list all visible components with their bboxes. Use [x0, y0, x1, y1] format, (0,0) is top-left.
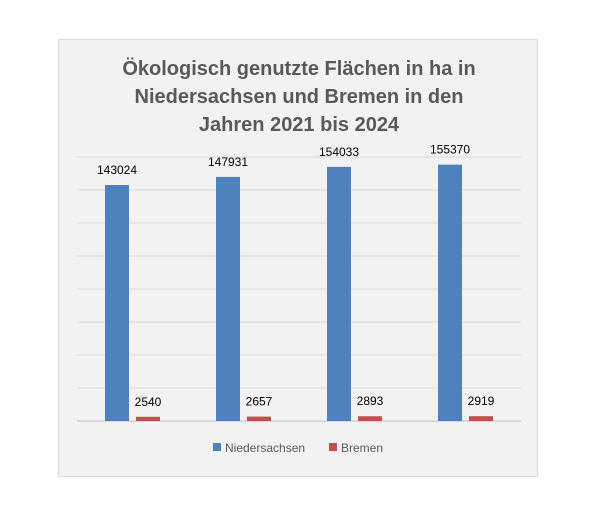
chart-title-line-2: Niedersachsen und Bremen in den	[135, 86, 464, 108]
data-label-niedersachsen-2: 154033	[319, 145, 359, 159]
bar-bremen-0	[136, 416, 160, 421]
bar-niedersachsen-1	[216, 176, 240, 421]
data-label-bremen-2: 2893	[357, 394, 384, 408]
chart-title-line-1: Ökologisch genutzte Flächen in ha in	[122, 57, 475, 80]
data-label-bremen-1: 2657	[246, 395, 273, 409]
bar-niedersachsen-0	[105, 185, 129, 421]
bar-bremen-2	[358, 416, 382, 421]
data-label-bremen-3: 2919	[468, 394, 495, 408]
bar-niedersachsen-3	[438, 164, 462, 421]
legend-label-niedersachsen: Niedersachsen	[225, 441, 305, 455]
data-label-bremen-0: 2540	[135, 395, 162, 409]
legend: Niedersachsen Bremen	[213, 441, 383, 455]
bar-chart: Ökologisch genutzte Flächen in ha in Nie…	[77, 57, 521, 455]
bar-bremen-3	[469, 416, 493, 421]
data-label-niedersachsen-1: 147931	[208, 155, 248, 169]
chart-title-line-3: Jahren 2021 bis 2024	[199, 114, 400, 136]
legend-swatch-bremen	[329, 443, 337, 451]
chart-title: Ökologisch genutzte Flächen in ha in Nie…	[122, 57, 475, 136]
gridlines	[77, 156, 521, 422]
bar-bremen-1	[247, 416, 271, 421]
bar-niedersachsen-2	[327, 166, 351, 421]
data-labels: 143024 2540 147931 2657 154033 2893 155370 2919	[97, 143, 495, 409]
bars	[105, 164, 493, 421]
chart-area: Ökologisch genutzte Flächen in ha in Nie…	[58, 39, 538, 477]
data-label-niedersachsen-3: 155370	[430, 143, 470, 157]
legend-swatch-niedersachsen	[213, 443, 221, 451]
legend-label-bremen: Bremen	[341, 441, 383, 455]
data-label-niedersachsen-0: 143024	[97, 163, 137, 177]
